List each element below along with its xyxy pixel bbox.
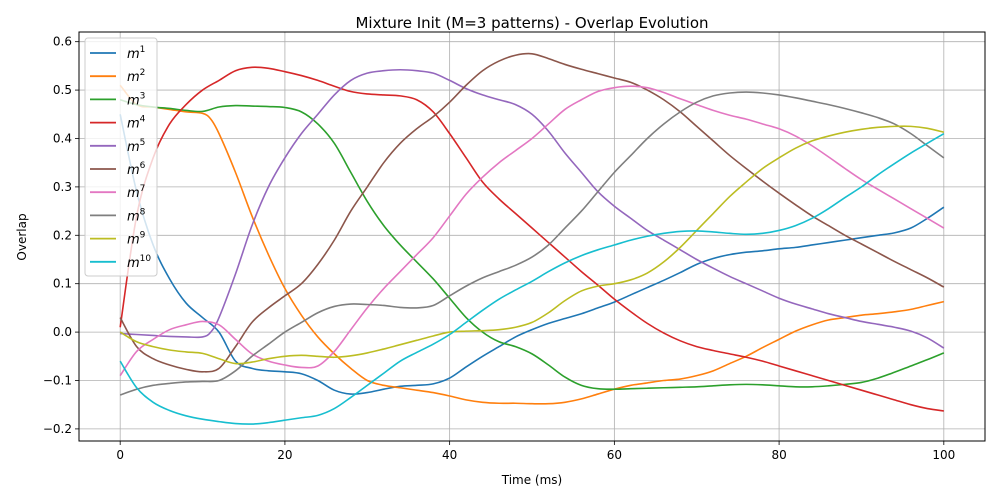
- series-line-m3: [119, 98, 945, 391]
- legend-entry-sup: 2: [140, 68, 146, 78]
- y-axis-label: Overlap: [15, 213, 29, 260]
- series-line-m4: [119, 66, 944, 412]
- legend-entry: m3: [127, 91, 145, 108]
- legend-entry-name: m: [127, 256, 140, 271]
- y-axis: −0.2 −0.1 0.0 0.1 0.2 0.3 0.4 0.5 0.6: [43, 35, 79, 436]
- legend-entry: m2: [127, 68, 145, 85]
- chart-title: Mixture Init (M=3 patterns) - Overlap Ev…: [355, 14, 708, 32]
- series-line-m10: [119, 132, 945, 425]
- legend-entry-sup: 6: [140, 161, 146, 171]
- y-tick-label: 0.6: [53, 35, 72, 49]
- x-tick-label: 40: [442, 448, 457, 462]
- y-tick-label: 0.1: [53, 277, 72, 291]
- legend-entry-name: m: [127, 93, 140, 108]
- legend-entry-sup: 4: [140, 115, 146, 125]
- series-line-m9: [119, 125, 945, 365]
- x-axis-label: Time (ms): [501, 473, 563, 487]
- x-tick-label: 20: [277, 448, 292, 462]
- x-tick-label: 60: [607, 448, 622, 462]
- series-line-m2: [119, 84, 945, 405]
- y-tick-label: 0.3: [53, 180, 72, 194]
- series-lines: [119, 52, 945, 425]
- x-tick-label: 80: [771, 448, 786, 462]
- legend-entry: m6: [127, 161, 146, 178]
- legend-entry: m10: [127, 254, 151, 271]
- legend-entry-name: m: [127, 233, 140, 248]
- x-tick-label: 100: [932, 448, 955, 462]
- legend-entry-sup: 1: [140, 45, 146, 55]
- grid: [79, 32, 985, 441]
- legend-entry-name: m: [127, 163, 140, 178]
- series-line-m8: [119, 91, 945, 396]
- series-line-m1: [119, 114, 945, 395]
- y-tick-label: −0.1: [43, 373, 72, 387]
- legend-entry: m7: [127, 184, 145, 201]
- legend-entry: m5: [127, 138, 145, 155]
- plot-frame: [78, 31, 986, 442]
- legend-entry-name: m: [127, 186, 140, 201]
- legend-entry-sup: 8: [140, 207, 146, 217]
- x-tick-label: 0: [116, 448, 124, 462]
- legend-entry-sup: 10: [140, 254, 152, 264]
- y-tick-label: −0.2: [43, 422, 72, 436]
- legend-entry-sup: 7: [140, 184, 146, 194]
- y-tick-label: 0.2: [53, 228, 72, 242]
- legend-entry: m9: [127, 231, 146, 248]
- legend-box: [84, 37, 158, 277]
- legend-entry-sup: 5: [140, 138, 146, 148]
- legend-entry-name: m: [127, 209, 140, 224]
- legend-entry-name: m: [127, 117, 140, 132]
- x-axis: 0 20 40 60 80 100: [116, 441, 955, 462]
- legend-entry: m1: [127, 45, 145, 62]
- series-line-m6: [119, 52, 945, 373]
- y-tick-label: 0.0: [53, 325, 72, 339]
- legend-entry-name: m: [127, 47, 140, 62]
- legend-entry-sup: 9: [140, 231, 146, 241]
- legend-entry: m8: [127, 207, 146, 224]
- y-tick-label: 0.5: [53, 83, 72, 97]
- y-tick-label: 0.4: [53, 131, 72, 145]
- legend-entry-name: m: [127, 70, 140, 85]
- series-line-m5: [120, 68, 945, 349]
- legend-entry-sup: 3: [140, 91, 146, 101]
- legend-entry-name: m: [127, 140, 140, 155]
- legend-entry: m4: [127, 115, 146, 132]
